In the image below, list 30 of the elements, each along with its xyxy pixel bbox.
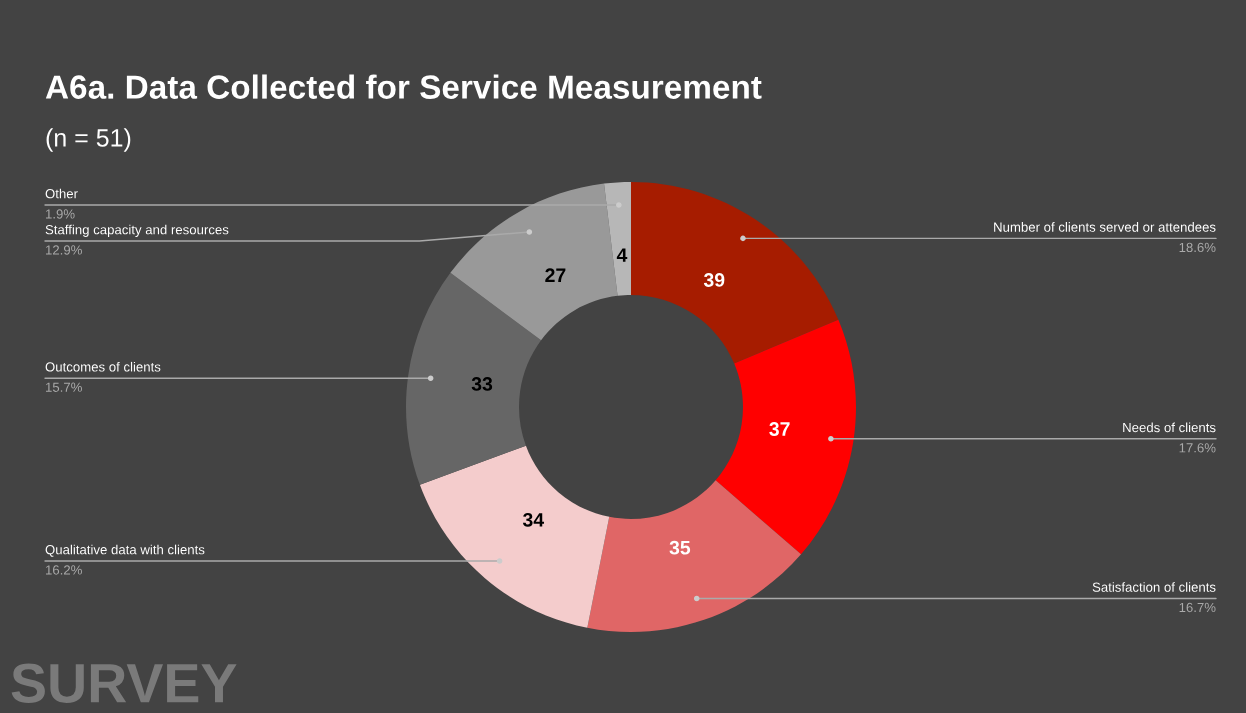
data-label: 35	[669, 540, 691, 555]
data-label: 37	[769, 422, 790, 436]
slice-label: Satisfaction of clients	[1092, 582, 1216, 592]
text: 12.9%	[46, 245, 82, 255]
donut-slice	[715, 319, 856, 555]
data-label: 34	[522, 512, 545, 527]
text: 16.7%	[1179, 602, 1216, 613]
donut-slice	[587, 480, 802, 632]
slice-label: Other	[45, 188, 78, 199]
slice-label: Number of clients served or attendees	[994, 222, 1216, 232]
donut-slice	[450, 183, 618, 341]
text: 15.7%	[46, 382, 82, 392]
text: 1.9%	[46, 209, 75, 219]
slice-label: Staffing capacity and resources	[45, 224, 229, 237]
text: 17.6%	[1179, 443, 1216, 453]
slice-label: Outcomes of clients	[45, 361, 161, 372]
data-label: 39	[703, 273, 725, 287]
data-label: 4	[616, 248, 628, 262]
donut-slice	[419, 445, 610, 628]
data-label: 27	[545, 268, 566, 282]
slice-label: Needs of clients	[1123, 422, 1216, 433]
chart-subtitle: (n = 51)	[46, 128, 131, 152]
text: 16.2%	[46, 565, 82, 575]
slice-label: Qualitative data with clients	[45, 544, 205, 557]
donut-slice	[604, 182, 631, 296]
data-label: 33	[471, 377, 493, 391]
donut-slice	[406, 272, 542, 485]
chart-title: A6a. Data Collected for Service Measurement	[45, 74, 762, 99]
donut-slice	[631, 182, 839, 364]
text: 18.6%	[1179, 242, 1216, 253]
